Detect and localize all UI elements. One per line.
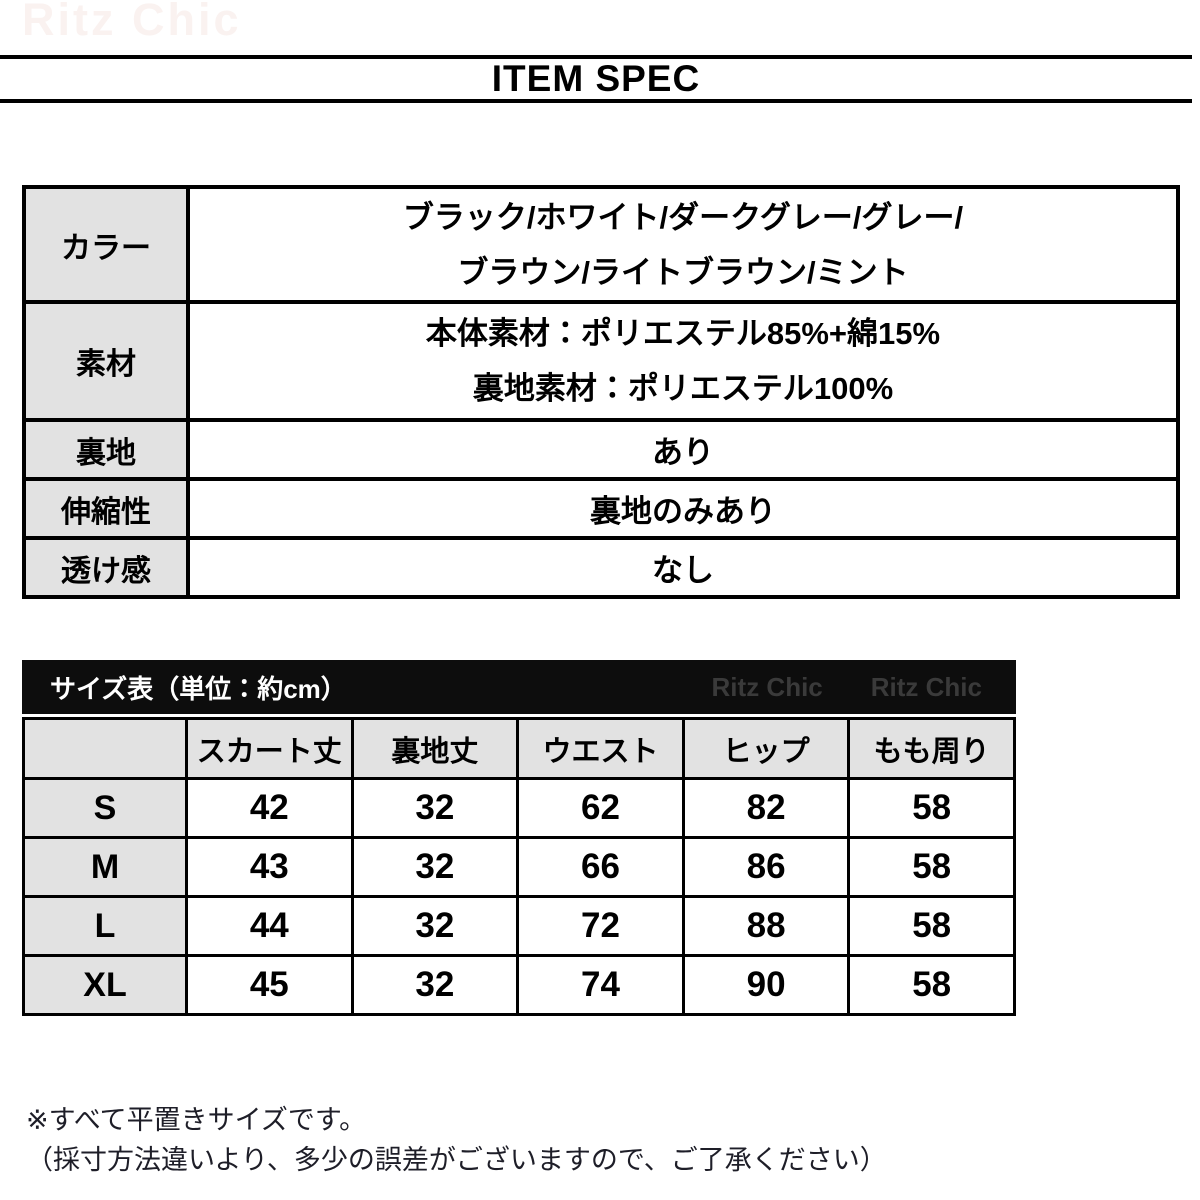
size-value: 62 <box>516 777 685 839</box>
size-value: 45 <box>185 954 354 1016</box>
size-label: S <box>22 777 188 839</box>
size-table-title: サイズ表（単位：約cm） <box>50 673 347 704</box>
size-value: 58 <box>847 836 1016 898</box>
brand-watermark: Ritz Chic <box>22 0 242 45</box>
item-spec-title-band: ITEM SPEC <box>0 55 1192 103</box>
size-value: 66 <box>516 836 685 898</box>
spec-value-sheerness: なし <box>186 536 1180 599</box>
size-table-header-row: スカート丈 裏地丈 ウエスト ヒップ もも周り <box>22 717 1016 780</box>
size-value: 32 <box>350 836 520 898</box>
spec-value-line: 本体素材：ポリエステル85%+綿15% <box>425 316 941 351</box>
table-row: カラー ブラック/ホワイト/ダークグレー/グレー/ ブラウン/ライトブラウン/ミ… <box>22 185 1180 304</box>
spec-label-color: カラー <box>22 185 190 304</box>
size-label: M <box>22 836 188 898</box>
table-row-size-l: L 44 32 72 88 58 <box>22 895 1016 957</box>
item-spec-table: カラー ブラック/ホワイト/ダークグレー/グレー/ ブラウン/ライトブラウン/ミ… <box>22 185 1180 599</box>
size-value: 42 <box>185 777 354 839</box>
page-title: ITEM SPEC <box>491 58 701 99</box>
spec-value-color: ブラック/ホワイト/ダークグレー/グレー/ ブラウン/ライトブラウン/ミント <box>186 185 1180 304</box>
size-value: 72 <box>516 895 685 957</box>
table-row: 裏地 あり <box>22 418 1180 481</box>
size-label: L <box>22 895 188 957</box>
table-row-size-xl: XL 45 32 74 90 58 <box>22 954 1016 1016</box>
size-value: 58 <box>847 777 1016 839</box>
column-header-hip: ヒップ <box>681 717 851 780</box>
table-row: 透け感 なし <box>22 536 1180 599</box>
size-table: スカート丈 裏地丈 ウエスト ヒップ もも周り S 42 32 62 82 58… <box>22 717 1016 1016</box>
note-line-2: （採寸方法違いより、多少の誤差がございますので、ご了承ください） <box>26 1145 887 1175</box>
measurement-notes: ※すべて平置きサイズです。 （採寸方法違いより、多少の誤差がございますので、ご了… <box>26 1100 887 1180</box>
table-row-size-m: M 43 32 66 86 58 <box>22 836 1016 898</box>
column-header-waist: ウエスト <box>516 717 685 780</box>
table-row-size-s: S 42 32 62 82 58 <box>22 777 1016 839</box>
spec-label-lining: 裏地 <box>22 418 190 481</box>
spec-value-line: ブラウン/ライトブラウン/ミント <box>457 254 909 290</box>
size-value: 86 <box>681 836 851 898</box>
spec-label-stretch: 伸縮性 <box>22 477 190 540</box>
spec-value-line: 裏地素材：ポリエステル100% <box>472 371 894 406</box>
table-row: 伸縮性 裏地のみあり <box>22 477 1180 540</box>
size-value: 44 <box>185 895 354 957</box>
spec-value-material: 本体素材：ポリエステル85%+綿15% 裏地素材：ポリエステル100% <box>186 300 1180 422</box>
spec-value-lining: あり <box>186 418 1180 481</box>
table-row: 素材 本体素材：ポリエステル85%+綿15% 裏地素材：ポリエステル100% <box>22 300 1180 422</box>
size-value: 88 <box>681 895 851 957</box>
size-value: 32 <box>350 954 520 1016</box>
size-value: 74 <box>516 954 685 1016</box>
brand-label: Ritz Chic <box>711 671 823 702</box>
spec-label-sheerness: 透け感 <box>22 536 190 599</box>
spec-value-line: ブラック/ホワイト/ダークグレー/グレー/ <box>402 199 964 235</box>
size-value: 82 <box>681 777 851 839</box>
size-value: 43 <box>185 836 354 898</box>
note-line-1: ※すべて平置きサイズです。 <box>26 1105 367 1135</box>
size-label: XL <box>22 954 188 1016</box>
size-table-header-bar: サイズ表（単位：約cm） Ritz Chic Ritz Chic <box>22 660 1016 714</box>
column-header-lining-length: 裏地丈 <box>350 717 520 780</box>
size-value: 90 <box>681 954 851 1016</box>
column-header-thigh: もも周り <box>847 717 1016 780</box>
size-value: 58 <box>847 895 1016 957</box>
size-value: 32 <box>350 777 520 839</box>
column-header-skirt-length: スカート丈 <box>185 717 354 780</box>
size-table-corner-cell <box>22 717 188 780</box>
size-value: 58 <box>847 954 1016 1016</box>
spec-label-material: 素材 <box>22 300 190 422</box>
spec-value-stretch: 裏地のみあり <box>186 477 1180 540</box>
size-value: 32 <box>350 895 520 957</box>
brand-label: Ritz Chic <box>870 671 982 702</box>
